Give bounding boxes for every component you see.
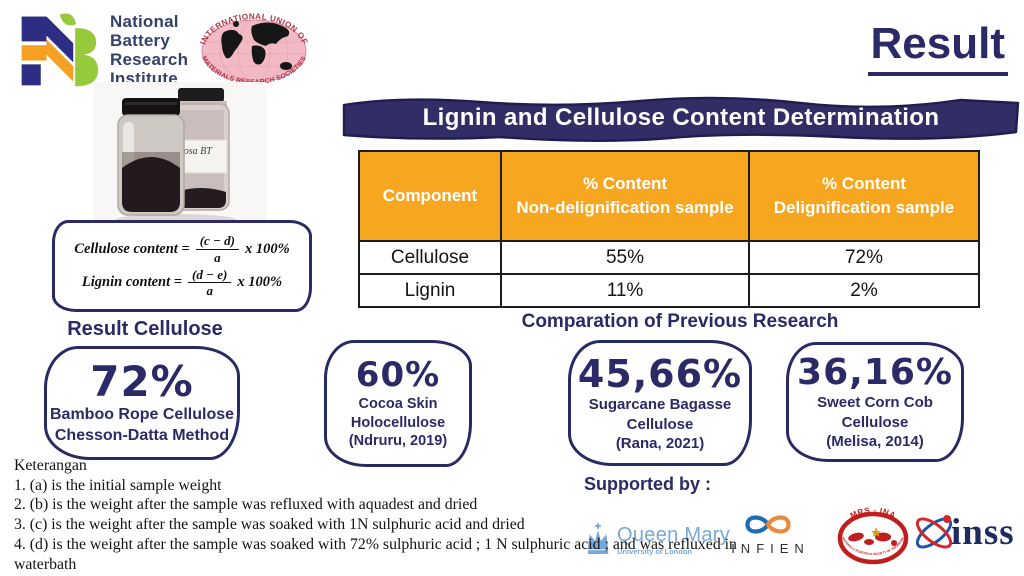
crown-icon: [587, 523, 609, 554]
table-header-text: Delignification sample: [773, 198, 955, 217]
inss-label: inss: [951, 511, 1015, 553]
formula-label: Lignin content =: [81, 274, 183, 291]
badge-caption-line: Cocoa Skin: [358, 396, 438, 413]
badge-caption-line: Bamboo Rope Cellulose: [49, 406, 235, 424]
logo-queen-mary: Queen Mary University of London: [584, 521, 730, 559]
banner-ribbon-icon: [342, 96, 1020, 142]
badge-caption-line: Cellulose: [626, 415, 694, 433]
table-cell: Lignin: [358, 273, 502, 308]
logo-mrs-ina: MRS - INA MATERIALS RESEARCH SOCIETY OF …: [837, 506, 909, 565]
formula-denominator: a: [214, 249, 221, 265]
table-header-component: Component: [358, 150, 502, 242]
table-cell: 72%: [748, 240, 980, 275]
badge-caption-line: (Rana, 2021): [615, 434, 705, 452]
note-item: 2. (b) is the weight after the sample wa…: [14, 496, 478, 514]
section-banner: Lignin and Cellulose Content Determinati…: [340, 92, 1022, 144]
logo-infien: INFIEN: [722, 511, 814, 556]
formula-fraction: (c − d) a: [195, 234, 239, 265]
badge-caption-line: (Ndruru, 2019): [348, 433, 448, 450]
formula-numerator: (d − e): [188, 267, 232, 284]
formula-label: Cellulose content =: [74, 240, 190, 257]
table-row: Lignin 11% 2%: [358, 273, 980, 308]
badge-caption-line: Sugarcane Bagasse: [588, 396, 732, 414]
queen-mary-name: Queen Mary: [617, 523, 731, 546]
table-row: Cellulose 55% 72%: [358, 240, 980, 275]
badge-caption-line: (Melisa, 2014): [826, 432, 924, 450]
vial-label: losa BT: [181, 146, 213, 157]
badge-value: 45,66%: [577, 351, 743, 396]
table-header-text: % Content: [582, 174, 668, 194]
nbri-logo-icon: [21, 13, 99, 87]
formula-fraction: (d − e) a: [188, 267, 232, 299]
supported-by-label: Supported by :: [584, 474, 711, 494]
formula-cellulose: Cellulose content = (c − d) a x 100%: [61, 234, 303, 264]
infien-label: INFIEN: [731, 541, 810, 556]
formula-denominator: a: [206, 283, 213, 299]
content-table: Component % Content Non-delignification …: [358, 150, 980, 308]
nbri-wordmark-line: Research: [110, 50, 189, 69]
nbri-wordmark-line: Battery: [110, 30, 170, 50]
badge-value: 36,16%: [797, 352, 953, 394]
vial-right: losa BT: [172, 88, 230, 211]
comparison-badge: 45,66% Sugarcane Bagasse Cellulose (Rana…: [568, 340, 752, 466]
result-cellulose-heading: Result Cellulose: [67, 318, 223, 340]
iumrs-logo-icon: INTERNATIONAL UNION OF MATERIALS RESEARC…: [199, 12, 310, 86]
vial-left: [117, 98, 185, 216]
note-item: 3. (c) is the weight after the sample wa…: [14, 516, 525, 534]
badge-value: 60%: [355, 355, 441, 396]
queen-mary-subtitle: University of London: [617, 546, 692, 556]
formula-multiplier: x 100%: [237, 274, 283, 291]
badge-caption-line: Sweet Corn Cob: [817, 394, 933, 412]
banner-title: Lignin and Cellulose Content Determinati…: [422, 104, 940, 131]
formula-multiplier: x 100%: [245, 240, 290, 257]
comparison-badge: 60% Cocoa Skin Holocellulose (Ndruru, 20…: [324, 340, 472, 467]
result-badge: 72% Bamboo Rope Cellulose Chesson-Datta …: [44, 346, 240, 460]
note-item: 4. (d) is the weight after the sample wa…: [14, 535, 737, 573]
formula-lignin: Lignin content = (d − e) a x 100%: [61, 267, 303, 299]
logo-inss: inss: [910, 506, 1015, 558]
nbri-wordmark-line: National: [110, 11, 179, 31]
comparison-badge: 36,16% Sweet Corn Cob Cellulose (Melisa,…: [786, 342, 964, 462]
page-title: Result: [867, 19, 1008, 77]
table-header-row: Component % Content Non-delignification …: [358, 150, 980, 242]
sample-photo: losa BT: [94, 82, 266, 226]
notes-title: Keterangan: [14, 457, 87, 474]
comparison-heading: Comparation of Previous Research: [521, 311, 839, 332]
badge-caption-line: Cellulose: [841, 413, 909, 431]
table-cell: 2%: [748, 273, 980, 308]
table-cell: 11%: [500, 273, 750, 308]
inss-orbit-icon: [915, 515, 953, 549]
notes: Keterangan 1. (a) is the initial sample …: [14, 456, 764, 576]
formula-card: Cellulose content = (c − d) a x 100% Lig…: [52, 220, 312, 312]
infinity-icon: [745, 515, 791, 534]
nbri-wordmark: National Battery Research Institute: [110, 12, 188, 89]
note-item: 1. (a) is the initial sample weight: [14, 476, 222, 494]
table-header-text: Non-delignification sample: [516, 198, 734, 217]
badge-caption-line: Holocellulose: [350, 414, 446, 431]
badge-caption-line: Chesson-Datta Method: [54, 427, 230, 445]
table-header-text: Component: [382, 186, 478, 206]
table-header-non-delignification: % Content Non-delignification sample: [500, 150, 750, 242]
table-cell: Cellulose: [358, 240, 502, 275]
formula-numerator: (c − d): [195, 234, 239, 250]
table-header-delignification: % Content Delignification sample: [748, 150, 980, 242]
badge-value: 72%: [90, 357, 194, 407]
table-cell: 55%: [500, 240, 750, 275]
table-header-text: % Content: [821, 174, 907, 194]
nbri-logo: National Battery Research Institute: [14, 10, 188, 90]
